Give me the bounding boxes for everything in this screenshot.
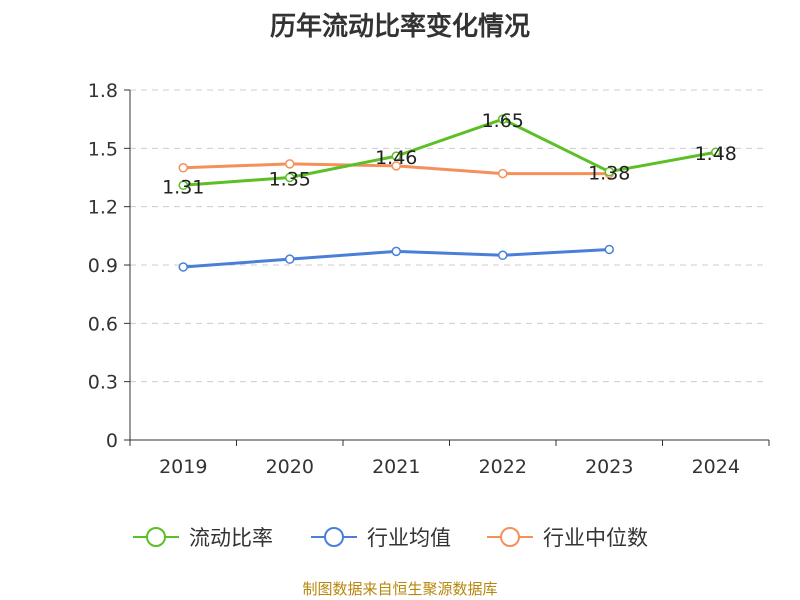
data-point	[178, 163, 188, 173]
x-tick-label: 2024	[692, 456, 740, 478]
data-point	[178, 262, 188, 272]
data-label: 1.46	[375, 147, 417, 169]
legend-label: 行业均值	[367, 526, 451, 550]
x-tick-label: 2022	[479, 456, 527, 478]
legend-item: 行业中位数	[487, 526, 648, 550]
legend-item: 行业均值	[311, 526, 451, 550]
data-point	[391, 151, 401, 161]
data-label: 1.35	[269, 169, 311, 191]
data-label: 1.65	[482, 110, 524, 132]
chart-title: 历年流动比率变化情况	[269, 12, 530, 42]
y-tick-label: 1.2	[88, 197, 118, 219]
data-point	[604, 166, 614, 177]
legend-label: 流动比率	[189, 526, 273, 550]
y-tick-label: 0.9	[88, 255, 118, 277]
legend-label: 行业中位数	[543, 526, 648, 550]
x-tick-label: 2019	[159, 456, 207, 478]
legend: 流动比率 行业均值 行业中位数	[133, 526, 648, 550]
gridlines	[130, 89, 763, 383]
y-tick-label: 1.5	[88, 138, 118, 160]
series-lines	[178, 114, 721, 272]
data-label: 1.38	[588, 163, 630, 185]
series-line	[183, 117, 717, 187]
y-tick-label: 0.6	[88, 313, 118, 335]
legend-marker	[324, 527, 344, 547]
data-point	[498, 114, 508, 124]
y-tick-label: 0.3	[88, 372, 118, 394]
y-tick-label: 0	[106, 430, 118, 452]
data-point	[178, 180, 188, 191]
data-point	[391, 161, 401, 171]
legend-marker	[146, 527, 166, 547]
data-labels: 1.31 1.35 1.46 1.65 1.38 1.48	[162, 110, 737, 198]
data-label: 1.48	[695, 143, 737, 165]
x-tick-label: 2021	[372, 456, 420, 478]
data-label: 1.31	[162, 176, 204, 198]
data-point	[498, 250, 508, 261]
data-point	[498, 168, 508, 179]
y-tick-label: 1.8	[88, 80, 118, 102]
data-point	[604, 244, 614, 255]
x-tick-label: 2020	[266, 456, 314, 478]
axes: 0 0.3 0.6 0.9 1.2 1.5 1.8 2019 2020 2021 2022 2023 2…	[88, 80, 770, 478]
legend-marker	[500, 527, 520, 547]
legend-item: 流动比率	[133, 526, 273, 550]
data-point	[711, 147, 721, 157]
data-point	[285, 254, 295, 264]
data-point	[285, 159, 295, 169]
data-source-note: 制图数据来自恒生聚源数据库	[302, 580, 498, 598]
data-point	[391, 246, 401, 257]
x-tick-label: 2023	[585, 456, 633, 478]
data-point	[285, 172, 295, 183]
